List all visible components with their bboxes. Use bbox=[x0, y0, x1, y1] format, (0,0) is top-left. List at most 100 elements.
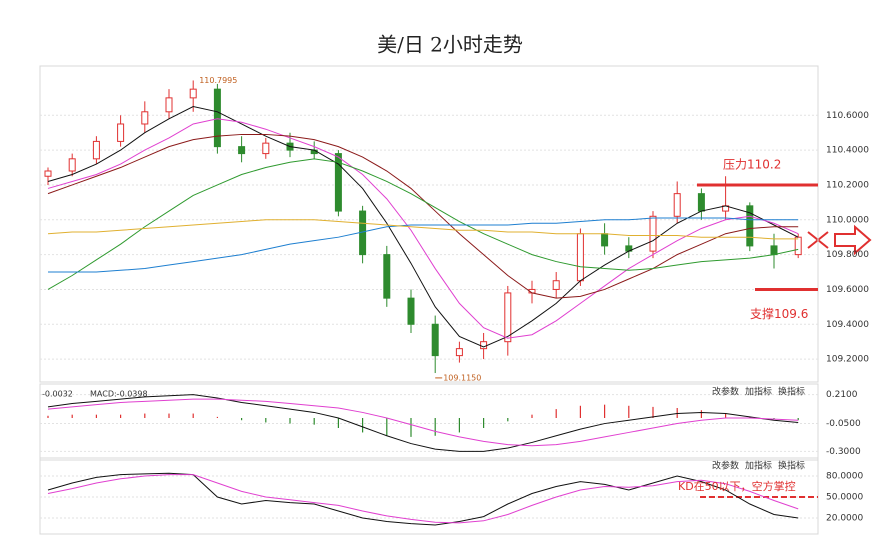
macd-bar bbox=[71, 414, 73, 418]
y-tick-label: 20.0000 bbox=[826, 514, 863, 524]
macd-bar bbox=[192, 413, 194, 418]
y-tick-label: 109.6000 bbox=[826, 285, 869, 295]
toolbar-button[interactable]: 改参数 bbox=[712, 460, 739, 472]
candle-body bbox=[576, 233, 584, 282]
macd-bar bbox=[458, 418, 460, 433]
candle-body bbox=[504, 292, 512, 343]
ma-line bbox=[47, 474, 799, 524]
chart-title: 美/日 2小时走势 bbox=[377, 33, 523, 57]
panel-frame bbox=[39, 65, 819, 383]
macd-bar bbox=[95, 414, 97, 418]
toolbar-button[interactable]: 换指标 bbox=[778, 386, 805, 398]
candle-body bbox=[44, 170, 52, 177]
indicator-legend: -0.0032 bbox=[42, 390, 73, 399]
kd-note: KD在50以下，空方掌控 bbox=[678, 479, 796, 493]
macd-bar bbox=[216, 416, 218, 418]
ma-line bbox=[47, 158, 799, 290]
macd-bar bbox=[652, 406, 654, 418]
macd-bar bbox=[241, 418, 243, 421]
y-tick-label: 110.4000 bbox=[826, 146, 869, 156]
candle-body bbox=[238, 146, 246, 155]
y-tick-label: 50.0000 bbox=[826, 493, 863, 503]
candle-body bbox=[213, 88, 221, 148]
macd-bar bbox=[410, 418, 412, 437]
macd-bar bbox=[144, 413, 146, 418]
candle-body bbox=[165, 97, 173, 113]
candle-body bbox=[141, 111, 149, 125]
candle-body bbox=[673, 193, 681, 217]
ma-line bbox=[47, 394, 799, 452]
candle-body bbox=[601, 233, 609, 247]
y-tick-label: 109.4000 bbox=[826, 320, 869, 330]
candle-body bbox=[189, 88, 197, 99]
y-tick-label: 110.6000 bbox=[826, 111, 869, 121]
level-label: 支撑109.6 bbox=[750, 306, 808, 321]
y-tick-label: 110.2000 bbox=[826, 180, 869, 190]
candle-body bbox=[68, 158, 76, 172]
candle-body bbox=[552, 280, 560, 290]
toolbar-button[interactable]: 加指标 bbox=[745, 460, 772, 472]
macd-bar bbox=[120, 414, 122, 418]
macd-bar bbox=[531, 414, 533, 418]
macd-bar bbox=[362, 418, 364, 433]
macd-bar bbox=[507, 418, 509, 422]
toolbar-button[interactable]: 改参数 bbox=[712, 386, 739, 398]
macd-bar bbox=[628, 405, 630, 418]
indicator-legend: MACD:-0.0398 bbox=[90, 390, 148, 399]
candle-body bbox=[407, 297, 415, 325]
macd-bar bbox=[676, 408, 678, 418]
macd-bar bbox=[749, 416, 751, 418]
candle-body bbox=[746, 205, 754, 247]
macd-bar bbox=[773, 418, 775, 420]
ma-line bbox=[47, 219, 799, 240]
candle-body bbox=[383, 254, 391, 299]
y-tick-label: -0.0500 bbox=[826, 419, 861, 429]
panel-frame bbox=[39, 383, 819, 461]
candle-body bbox=[649, 215, 657, 252]
macd-bar bbox=[337, 418, 339, 428]
high-label: 110.7995 bbox=[199, 76, 237, 85]
y-tick-label: 80.0000 bbox=[826, 472, 863, 482]
macd-bar bbox=[289, 418, 291, 424]
candle-body bbox=[455, 348, 463, 357]
ma-line bbox=[47, 398, 799, 447]
macd-bar bbox=[47, 415, 49, 418]
ma-line bbox=[47, 133, 799, 299]
candle-body bbox=[480, 341, 488, 350]
y-tick-label: 109.8000 bbox=[826, 250, 869, 260]
ma-line bbox=[47, 118, 799, 339]
y-tick-label: 0.2100 bbox=[826, 390, 858, 400]
y-tick-label: -0.3000 bbox=[826, 447, 861, 457]
candle-body bbox=[334, 153, 342, 212]
low-label: 109.1150 bbox=[443, 373, 481, 382]
macd-bar bbox=[168, 413, 170, 418]
ma-line bbox=[47, 472, 799, 526]
candle-body bbox=[117, 123, 125, 142]
macd-bar bbox=[604, 404, 606, 418]
macd-bar bbox=[725, 413, 727, 418]
candle-body bbox=[794, 236, 802, 256]
y-tick-label: 110.0000 bbox=[826, 215, 869, 225]
macd-bar bbox=[386, 418, 388, 436]
y-tick-label: 109.2000 bbox=[826, 355, 869, 365]
ma-line bbox=[47, 106, 799, 348]
ma-line bbox=[48, 217, 799, 273]
candle-body bbox=[262, 142, 270, 155]
macd-bar bbox=[265, 418, 267, 423]
macd-bar bbox=[579, 405, 581, 418]
toolbar-button[interactable]: 换指标 bbox=[778, 460, 805, 472]
macd-bar bbox=[313, 418, 315, 425]
macd-bar bbox=[555, 409, 557, 418]
macd-bar bbox=[434, 418, 436, 436]
arrow-icon bbox=[834, 224, 872, 256]
macd-bar bbox=[700, 410, 702, 418]
candle-body bbox=[770, 245, 778, 256]
candle-body bbox=[92, 140, 100, 160]
macd-bar bbox=[483, 418, 485, 428]
candle-body bbox=[697, 193, 705, 212]
level-label: 压力110.2 bbox=[723, 157, 781, 171]
toolbar-button[interactable]: 加指标 bbox=[745, 386, 772, 398]
candle-body bbox=[431, 323, 439, 357]
macd-bar bbox=[797, 418, 799, 421]
